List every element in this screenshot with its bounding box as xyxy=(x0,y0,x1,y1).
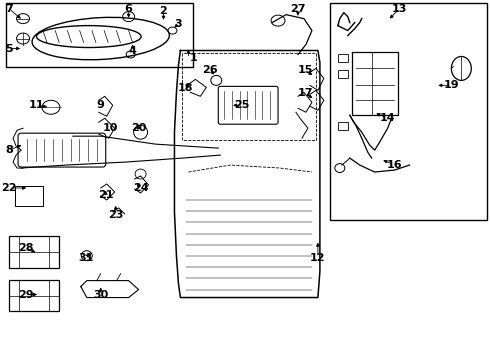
Text: 23: 23 xyxy=(108,210,123,220)
Text: 11: 11 xyxy=(28,100,44,110)
Text: 13: 13 xyxy=(392,4,407,14)
Text: 24: 24 xyxy=(133,183,148,193)
Text: 27: 27 xyxy=(290,4,306,14)
Bar xyxy=(6,3,194,67)
Bar xyxy=(9,236,59,268)
Text: 16: 16 xyxy=(387,160,402,170)
FancyBboxPatch shape xyxy=(218,86,278,124)
Text: 14: 14 xyxy=(380,113,395,123)
Text: 10: 10 xyxy=(103,123,119,133)
Text: 26: 26 xyxy=(202,66,218,76)
Text: 12: 12 xyxy=(310,253,326,263)
Bar xyxy=(15,186,43,206)
Bar xyxy=(338,54,348,62)
Text: 25: 25 xyxy=(235,100,250,110)
Text: 30: 30 xyxy=(93,289,108,300)
Text: 17: 17 xyxy=(297,88,313,98)
Text: 28: 28 xyxy=(18,243,34,253)
FancyBboxPatch shape xyxy=(18,133,106,167)
Text: 5: 5 xyxy=(5,44,13,54)
Text: 15: 15 xyxy=(297,66,313,76)
Text: 3: 3 xyxy=(174,19,182,28)
Bar xyxy=(330,3,487,220)
Bar xyxy=(338,122,348,130)
Text: 29: 29 xyxy=(18,289,34,300)
Text: 7: 7 xyxy=(5,4,13,14)
Text: 19: 19 xyxy=(443,80,459,90)
Bar xyxy=(9,280,59,311)
Text: 22: 22 xyxy=(1,183,17,193)
Text: 6: 6 xyxy=(124,4,133,14)
Text: 18: 18 xyxy=(178,84,193,93)
Text: 2: 2 xyxy=(160,6,168,15)
Text: 21: 21 xyxy=(98,190,114,200)
Text: 20: 20 xyxy=(131,123,147,133)
Text: 8: 8 xyxy=(5,145,13,155)
Text: 1: 1 xyxy=(190,54,197,63)
Bar xyxy=(338,71,348,78)
Text: 4: 4 xyxy=(129,45,137,55)
Text: 31: 31 xyxy=(78,253,94,263)
Text: 9: 9 xyxy=(97,100,105,110)
